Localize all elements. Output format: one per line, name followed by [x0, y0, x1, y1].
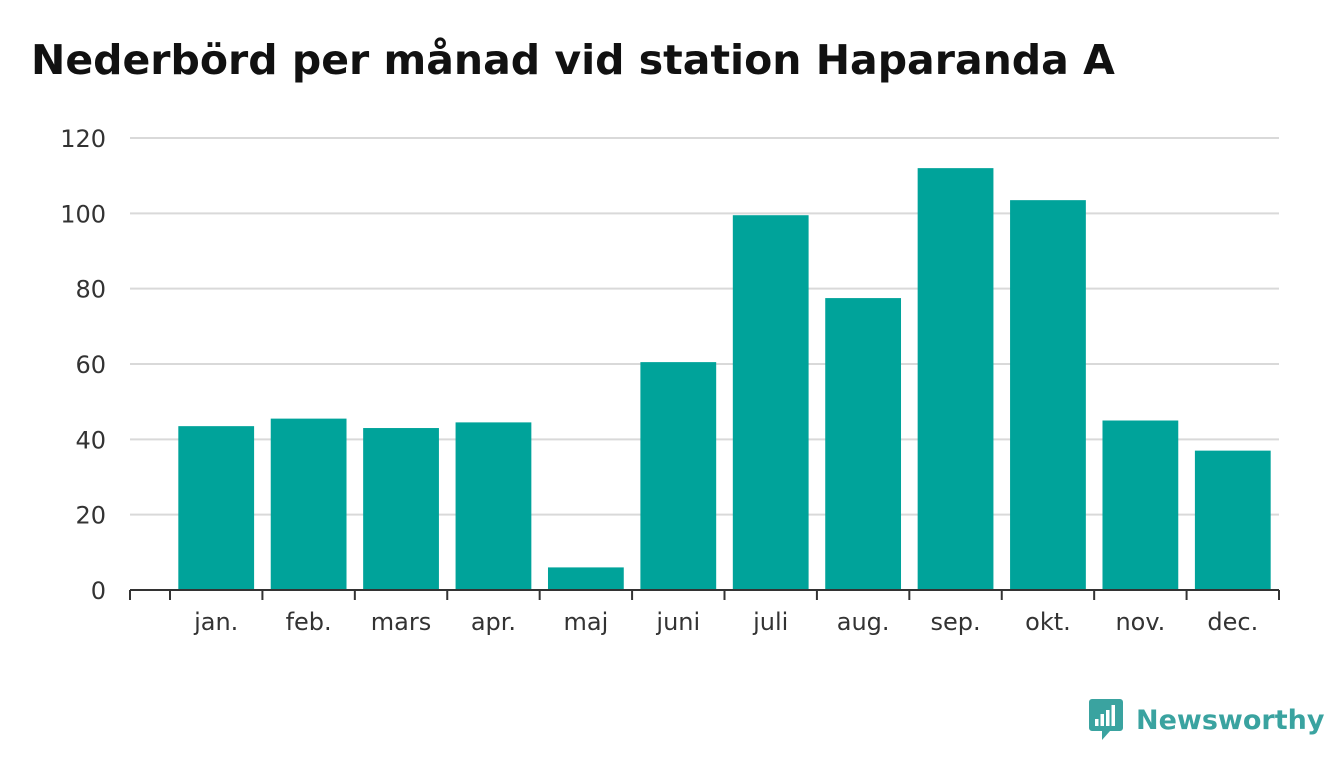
bar: [917, 168, 994, 590]
bar: [178, 426, 255, 590]
bar: [1194, 450, 1271, 590]
x-tick-label: dec.: [1207, 608, 1258, 636]
brand-logo: Newsworthy: [1088, 698, 1324, 742]
bar: [1102, 420, 1179, 590]
x-tick-label: okt.: [1025, 608, 1071, 636]
bars: [178, 168, 1271, 590]
x-tick-label: jan.: [193, 608, 238, 636]
bar: [547, 567, 624, 590]
y-tick-label: 100: [60, 200, 106, 228]
bar: [455, 422, 532, 590]
bar: [270, 418, 347, 590]
bar-chart-speech-bubble-icon: [1089, 699, 1123, 740]
bar: [363, 428, 439, 590]
x-tick-label: aug.: [837, 608, 890, 636]
bar: [732, 215, 809, 590]
y-tick-label: 60: [75, 351, 106, 379]
bar: [1010, 200, 1086, 590]
x-tick-label: juli: [752, 608, 788, 636]
y-tick-label: 20: [75, 502, 106, 530]
x-tick-labels: jan. feb. mars apr. maj juni juli aug. sep. okt. n…: [193, 608, 1258, 636]
y-tick-label: 0: [91, 577, 106, 605]
brand-name: Newsworthy: [1136, 704, 1325, 736]
x-tick-label: sep.: [930, 608, 980, 636]
y-tick-labels: 0 20 40 60 80 100 120: [60, 125, 106, 605]
x-tick-label: mars: [371, 608, 431, 636]
x-axis: [129, 589, 1280, 600]
y-tick-label: 40: [75, 426, 106, 454]
y-tick-label: 120: [60, 125, 106, 153]
bar: [825, 298, 902, 590]
chart-title: Nederbörd per månad vid station Haparand…: [31, 36, 1115, 84]
x-tick-label: apr.: [471, 608, 516, 636]
y-tick-label: 80: [75, 276, 106, 304]
x-tick-label: juni: [655, 608, 700, 636]
x-tick-label: nov.: [1115, 608, 1165, 636]
x-tick-label: feb.: [286, 608, 332, 636]
x-tick-label: maj: [563, 608, 608, 636]
bar: [640, 362, 717, 590]
